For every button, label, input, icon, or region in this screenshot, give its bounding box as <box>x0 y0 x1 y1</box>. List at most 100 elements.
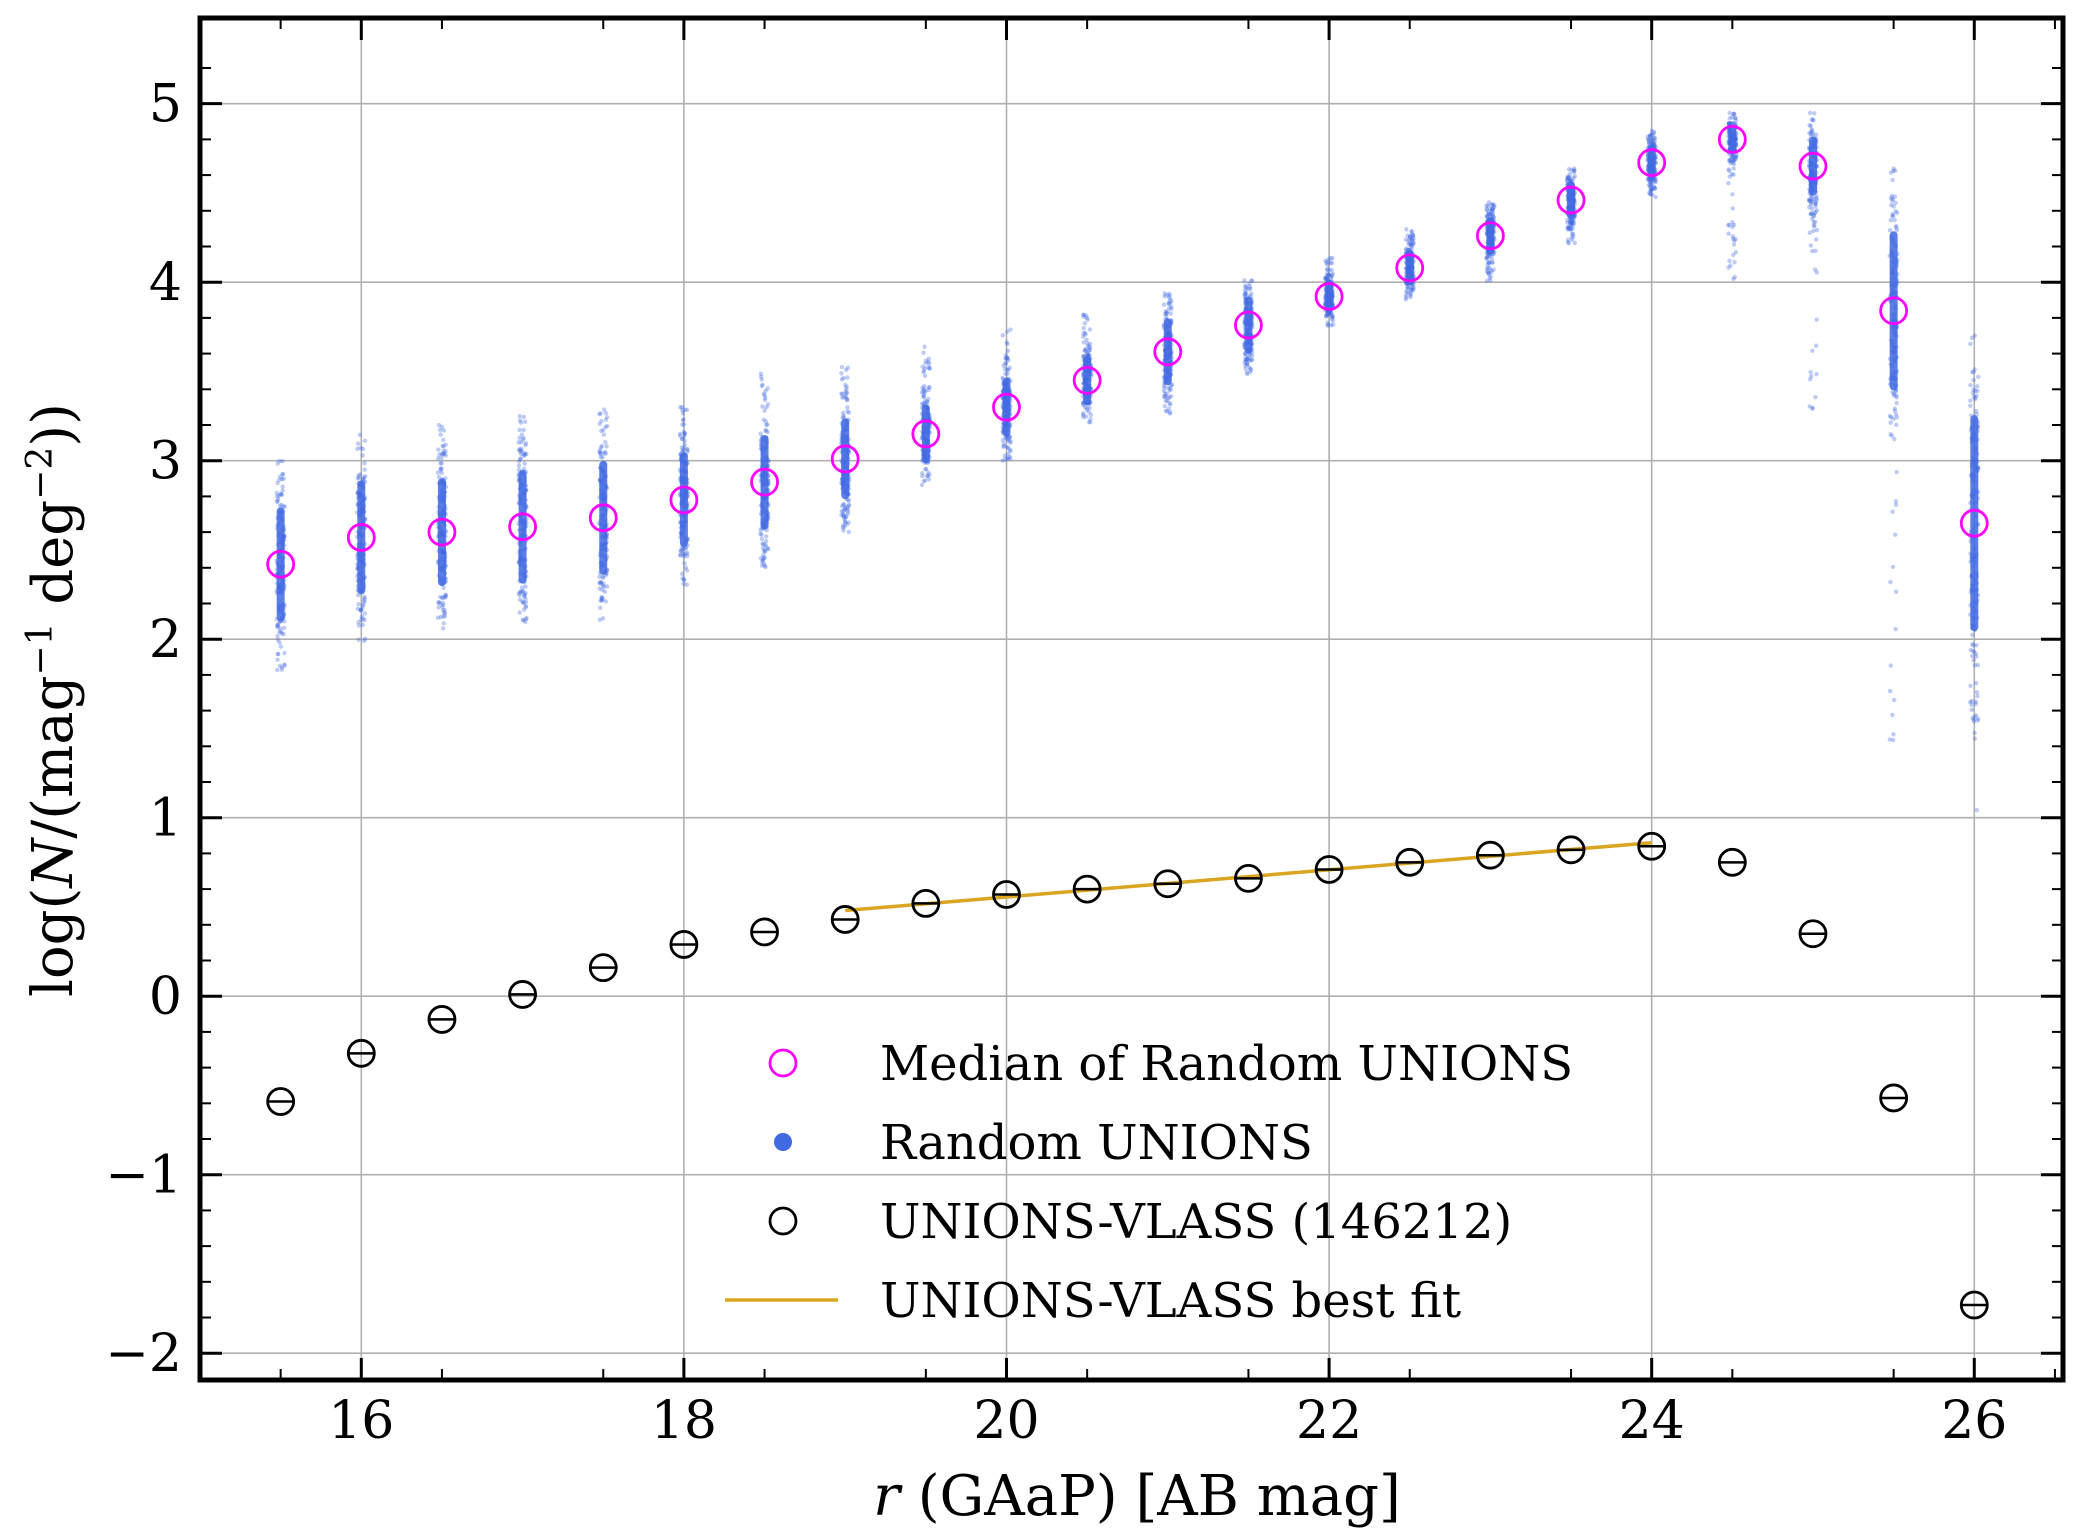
random-unions-point <box>1813 179 1818 185</box>
random-unions-point <box>843 515 849 520</box>
random-unions-point <box>600 512 605 518</box>
random-unions-point <box>680 532 685 537</box>
random-unions-point <box>761 526 767 531</box>
random-unions-point <box>1974 587 1980 592</box>
random-unions-point <box>760 450 765 456</box>
random-unions-point <box>1491 249 1496 255</box>
random-unions-point <box>1807 123 1812 128</box>
random-unions-point <box>683 468 688 474</box>
random-unions-point <box>1813 163 1819 169</box>
random-unions-point <box>1325 290 1330 296</box>
random-unions-point <box>1165 398 1170 404</box>
random-unions-point <box>1732 146 1737 152</box>
random-unions-point <box>1168 331 1174 337</box>
random-unions-point <box>1407 290 1412 295</box>
random-unions-point <box>1003 420 1009 426</box>
random-unions-point <box>603 599 608 604</box>
random-unions-point <box>1892 346 1897 351</box>
random-unions-point <box>360 559 365 564</box>
random-unions-point <box>1490 228 1496 234</box>
random-unions-point <box>358 607 364 612</box>
random-unions-point <box>1244 290 1249 295</box>
random-unions-point <box>1971 609 1976 615</box>
random-unions-point <box>1249 321 1255 326</box>
random-unions-point <box>1974 689 1980 695</box>
random-unions-point <box>1973 699 1978 704</box>
random-unions-core <box>1002 377 1011 437</box>
random-unions-point <box>598 605 603 611</box>
random-unions-point <box>1001 387 1006 392</box>
random-unions-point <box>520 589 525 594</box>
random-unions-point <box>926 477 932 482</box>
random-unions-point <box>1890 374 1895 380</box>
random-unions-point <box>843 417 848 423</box>
random-unions-point <box>1568 190 1573 195</box>
random-unions-point <box>1646 169 1652 175</box>
random-unions-point <box>924 407 930 412</box>
random-unions-point <box>1003 356 1008 361</box>
random-unions-point <box>679 571 685 576</box>
random-unions-point <box>442 494 448 499</box>
random-unions-point <box>846 498 851 504</box>
random-unions-point <box>1081 380 1086 386</box>
random-unions-point <box>1168 387 1173 392</box>
random-unions-point <box>680 503 686 509</box>
random-unions-point <box>1649 132 1655 138</box>
random-unions-point <box>845 365 851 370</box>
random-unions-point <box>921 453 926 458</box>
random-unions-point <box>1410 266 1415 271</box>
random-unions-point <box>521 558 527 563</box>
random-unions-point <box>442 510 447 515</box>
random-unions-point <box>840 391 845 396</box>
random-unions-point <box>1245 371 1250 377</box>
random-unions-point <box>1404 227 1409 232</box>
random-unions-point <box>281 543 287 548</box>
random-unions-point <box>1166 302 1172 307</box>
random-unions-point <box>1007 411 1012 416</box>
random-unions-point <box>274 558 279 563</box>
random-unions-point <box>680 493 686 498</box>
random-unions-point <box>1972 730 1977 736</box>
random-unions-point <box>1571 222 1576 227</box>
random-unions-point <box>1248 307 1254 312</box>
random-unions-point <box>1410 282 1415 288</box>
random-unions-point <box>523 564 528 569</box>
random-unions-point <box>1484 228 1490 233</box>
random-unions-point <box>521 548 526 553</box>
random-unions-point <box>766 459 771 464</box>
random-unions-point <box>440 608 446 613</box>
random-unions-point <box>1162 403 1168 409</box>
random-unions-point <box>518 516 523 521</box>
random-unions-point <box>1487 260 1492 266</box>
random-unions-point <box>1645 153 1651 159</box>
random-unions-point <box>1807 137 1812 143</box>
random-unions-point <box>359 560 365 565</box>
random-unions-point <box>923 456 929 461</box>
random-unions-point <box>1088 386 1093 391</box>
random-unions-point <box>1650 164 1656 169</box>
random-unions-point <box>439 513 444 518</box>
random-unions-point <box>760 505 766 510</box>
random-unions-point <box>520 532 525 537</box>
random-unions-point <box>1330 303 1335 308</box>
random-unions-point <box>1242 345 1247 350</box>
random-unions-point <box>1007 434 1012 439</box>
random-unions-point <box>842 462 848 467</box>
random-unions-point <box>603 572 609 578</box>
random-unions-point <box>1568 179 1573 184</box>
random-unions-point <box>1813 132 1819 137</box>
random-unions-point <box>1894 282 1899 288</box>
random-unions-point <box>1248 315 1254 320</box>
random-unions-point <box>1569 221 1575 226</box>
random-unions-point <box>1973 395 1978 400</box>
random-unions-point <box>1891 350 1896 355</box>
random-unions-point <box>1646 178 1651 183</box>
random-unions-point <box>518 534 523 539</box>
random-unions-point <box>1649 187 1655 192</box>
random-unions-point <box>1971 489 1977 494</box>
random-unions-point <box>520 508 525 514</box>
random-unions-point <box>1888 195 1894 201</box>
random-unions-point <box>359 497 365 502</box>
random-unions-point <box>1081 411 1086 416</box>
random-unions-point <box>516 471 522 477</box>
